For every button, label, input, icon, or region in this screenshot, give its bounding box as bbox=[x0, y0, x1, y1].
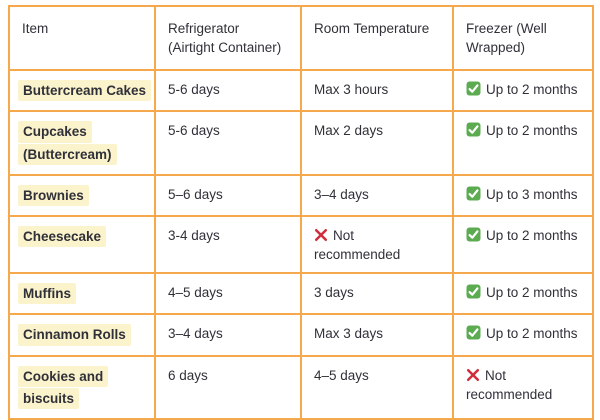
header-row: Item Refrigerator (Airtight Container) Room… bbox=[8, 4, 594, 72]
room-temperature-cell: 3 days bbox=[300, 272, 454, 316]
cell-text: Max 3 days bbox=[314, 326, 384, 342]
room-temperature-cell: Max 3 days bbox=[300, 313, 454, 357]
table-row: Brownies 5–6 days 3–4 days Up to 3 months bbox=[8, 173, 594, 217]
room-temperature-cell: 3–4 days bbox=[300, 173, 454, 217]
item-line: Cheesecake bbox=[18, 225, 152, 248]
cell-text: 5–6 days bbox=[168, 186, 223, 202]
header-line: Item bbox=[22, 21, 49, 36]
check-icon bbox=[466, 122, 481, 137]
refrigerator-cell: 3–4 days bbox=[154, 313, 302, 357]
table-row: Cookies and biscuits 6 days 4–5 days Not rec… bbox=[8, 354, 594, 420]
cell-text: Up to 2 months bbox=[486, 227, 578, 243]
item-highlight: Cinnamon Rolls bbox=[18, 324, 131, 346]
item-line: Cookies and bbox=[18, 365, 152, 387]
item-cell: Cookies and biscuits bbox=[8, 354, 156, 420]
refrigerator-cell: 4–5 days bbox=[154, 272, 302, 316]
refrigerator-cell: 6 days bbox=[154, 354, 302, 420]
cell-text: 3-4 days bbox=[168, 227, 220, 243]
check-icon bbox=[466, 227, 481, 242]
room-temperature-cell: Max 3 hours bbox=[300, 69, 454, 113]
item-cell: Muffins bbox=[8, 272, 156, 316]
cell-text: 3–4 days bbox=[314, 186, 369, 202]
item-line: Cupcakes bbox=[18, 121, 152, 143]
item-highlight: biscuits bbox=[18, 387, 80, 409]
item-highlight: Cupcakes bbox=[18, 121, 92, 143]
item-cell: Cupcakes (Buttercream) bbox=[8, 110, 156, 176]
freezer-cell: Up to 2 months bbox=[452, 214, 594, 275]
column-header-1: Item bbox=[8, 4, 156, 72]
table-row: Cheesecake 3-4 days Not recommended Up to 2… bbox=[8, 214, 594, 275]
storage-table: Item Refrigerator (Airtight Container) Room… bbox=[8, 4, 594, 420]
column-header-4: Freezer (Well Wrapped) bbox=[452, 4, 594, 72]
freezer-cell: Up to 2 months bbox=[452, 69, 594, 113]
item-highlight: Muffins bbox=[18, 283, 76, 305]
header-line: Room Temperature bbox=[314, 21, 430, 36]
cross-icon bbox=[314, 228, 328, 241]
room-temperature-cell: Not recommended bbox=[300, 214, 454, 275]
freezer-cell: Up to 2 months bbox=[452, 110, 594, 176]
cell-text: 3–4 days bbox=[168, 326, 223, 342]
item-highlight: Buttercream Cakes bbox=[18, 80, 152, 102]
item-line: Brownies bbox=[18, 184, 152, 206]
item-line: Muffins bbox=[18, 283, 152, 305]
item-highlight: Cookies and bbox=[18, 365, 109, 387]
cell-text: 4–5 days bbox=[314, 367, 369, 383]
cell-text: Up to 2 months bbox=[486, 326, 578, 342]
table-row: Cinnamon Rolls 3–4 days Max 3 days Up to 2 … bbox=[8, 313, 594, 357]
item-line: (Buttercream) bbox=[18, 143, 152, 165]
check-icon bbox=[466, 81, 481, 96]
header-line: Refrigerator bbox=[168, 21, 240, 36]
table-body: Buttercream Cakes 5-6 days Max 3 hours Up t… bbox=[8, 69, 594, 420]
cell-text: Up to 2 months bbox=[486, 82, 578, 98]
cell-text: Max 2 days bbox=[314, 123, 384, 139]
item-highlight: Cheesecake bbox=[18, 225, 107, 248]
cell-text: 3 days bbox=[314, 285, 354, 301]
header-line: Freezer (Well bbox=[466, 21, 547, 36]
freezer-cell: Up to 3 months bbox=[452, 173, 594, 217]
cell-text: Not recommended bbox=[466, 367, 553, 402]
header-line: Wrapped) bbox=[466, 40, 526, 56]
item-cell: Brownies bbox=[8, 173, 156, 217]
room-temperature-cell: Max 2 days bbox=[300, 110, 454, 176]
column-header-2: Refrigerator (Airtight Container) bbox=[154, 4, 302, 72]
cell-text: Max 3 hours bbox=[314, 82, 389, 98]
check-icon bbox=[466, 284, 481, 299]
item-highlight: (Buttercream) bbox=[18, 143, 117, 165]
cell-text: 6 days bbox=[168, 367, 208, 383]
check-icon bbox=[466, 325, 481, 340]
cell-text: 4–5 days bbox=[168, 285, 223, 301]
item-line: Cinnamon Rolls bbox=[18, 324, 152, 346]
item-highlight: Brownies bbox=[18, 184, 89, 206]
freezer-cell: Up to 2 months bbox=[452, 272, 594, 316]
header-line: (Airtight Container) bbox=[168, 40, 282, 56]
cell-text: Up to 3 months bbox=[486, 186, 578, 202]
cell-text: 5-6 days bbox=[168, 123, 220, 139]
item-cell: Buttercream Cakes bbox=[8, 69, 156, 113]
freezer-cell: Not recommended bbox=[452, 354, 594, 420]
column-header-3: Room Temperature bbox=[300, 4, 454, 72]
refrigerator-cell: 5-6 days bbox=[154, 110, 302, 176]
cell-text: Not recommended bbox=[314, 227, 401, 263]
item-cell: Cheesecake bbox=[8, 214, 156, 275]
check-icon bbox=[466, 186, 481, 201]
freezer-cell: Up to 2 months bbox=[452, 313, 594, 357]
cell-text: 5-6 days bbox=[168, 82, 220, 98]
item-cell: Cinnamon Rolls bbox=[8, 313, 156, 357]
table-row: Buttercream Cakes 5-6 days Max 3 hours Up t… bbox=[8, 69, 594, 113]
table-row: Muffins 4–5 days 3 days Up to 2 months bbox=[8, 272, 594, 316]
cell-text: Up to 2 months bbox=[486, 123, 578, 139]
refrigerator-cell: 5–6 days bbox=[154, 173, 302, 217]
room-temperature-cell: 4–5 days bbox=[300, 354, 454, 420]
refrigerator-cell: 3-4 days bbox=[154, 214, 302, 275]
cell-text: Up to 2 months bbox=[486, 285, 578, 301]
item-line: Buttercream Cakes bbox=[18, 80, 152, 102]
cross-icon bbox=[466, 368, 480, 381]
refrigerator-cell: 5-6 days bbox=[154, 69, 302, 113]
item-line: biscuits bbox=[18, 387, 152, 409]
table-row: Cupcakes (Buttercream) 5-6 days Max 2 days U… bbox=[8, 110, 594, 176]
